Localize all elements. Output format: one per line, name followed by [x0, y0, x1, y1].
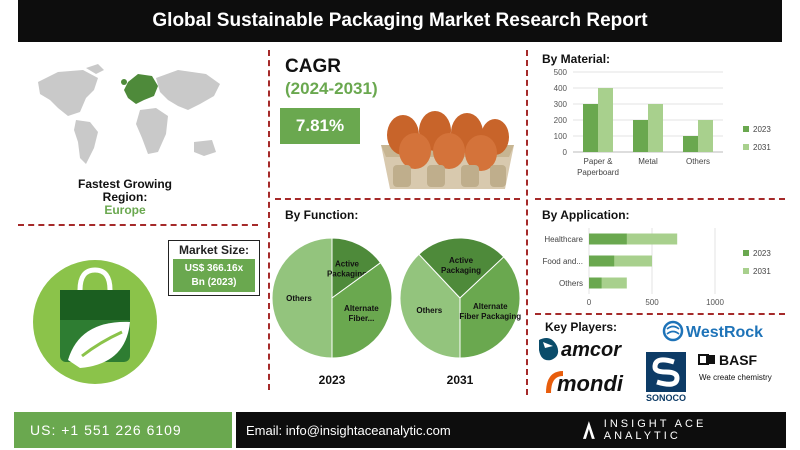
- divider-left: [268, 50, 270, 390]
- pie-slice-others: [399, 253, 461, 359]
- world-map-icon: [38, 64, 220, 164]
- y-tick-label: 300: [554, 100, 568, 109]
- pie-label-others: Others: [416, 306, 442, 315]
- pie-slice-alternate-fiber: [331, 262, 393, 359]
- sonoco-logo: SONOCO: [646, 352, 686, 403]
- players-section-title: Key Players:: [545, 320, 618, 334]
- europe-highlight: [124, 74, 158, 104]
- x-tick-label: 500: [645, 298, 659, 307]
- westrock-logo: WestRock: [662, 320, 763, 342]
- bar-metal-2023: [633, 120, 648, 152]
- bar-healthcare-2023: [589, 233, 627, 245]
- svg-text:We create chemistry: We create chemistry: [699, 373, 772, 382]
- amcor-logo: amcor: [539, 338, 622, 361]
- bar-others-2031: [698, 120, 713, 152]
- svg-text:mondi: mondi: [557, 371, 624, 396]
- function-pie-2031: Others Active Packaging Alternate Fiber Pack…: [399, 237, 521, 387]
- market-size-label: Market Size:: [178, 243, 250, 257]
- brand-logo-icon: [582, 421, 595, 439]
- svg-text:BASF: BASF: [719, 352, 758, 368]
- mondi-logo: mondi: [546, 371, 624, 396]
- bar-healthcare-2031: [589, 233, 678, 245]
- svg-text:SONOCO: SONOCO: [646, 393, 686, 403]
- divider-left-horizontal: [18, 224, 258, 226]
- fastest-region-label: Fastest Growing Region: Europe: [60, 178, 190, 217]
- legend-swatch-2031: [743, 144, 749, 150]
- pie-slice-active-packaging: [331, 237, 382, 299]
- legend-swatch-2023: [743, 250, 749, 256]
- pie-year-label: 2031: [447, 373, 474, 387]
- footer-phone[interactable]: US: +1 551 226 6109: [14, 412, 232, 448]
- function-pie-2023: Others Active Packaging Alternate Fiber... 20…: [271, 237, 393, 387]
- pie-year-label: 2023: [319, 373, 346, 387]
- egg-carton-icon: [381, 111, 514, 189]
- y-tick-label: 200: [554, 116, 568, 125]
- application-bar-chart: 0 500 1000 Healthcare Food and... Others 2023 2…: [543, 228, 771, 307]
- legend-swatch-2023: [743, 126, 749, 132]
- legend-label-2023: 2023: [753, 125, 771, 134]
- bar-paper-paperboard-2023: [583, 104, 598, 152]
- material-section-title: By Material:: [542, 52, 611, 66]
- pie-slice-alternate-fiber-packaging: [459, 256, 521, 359]
- pie-slice-others: [271, 237, 333, 359]
- svg-text:WestRock: WestRock: [686, 324, 763, 341]
- bar-others-2023: [683, 136, 698, 152]
- y-tick-label: 100: [554, 132, 568, 141]
- bar-food-and-2023: [589, 255, 615, 267]
- pie-label-active-packaging: Active Packaging: [327, 260, 367, 279]
- cagr-years: (2024-2031): [285, 79, 378, 98]
- market-size-value: US$ 366.16x Bn (2023): [173, 259, 255, 292]
- function-section-title: By Function:: [285, 208, 359, 222]
- cagr-value: 7.81%: [280, 108, 360, 144]
- x-tick-label: 1000: [706, 298, 724, 307]
- legend-label-2031: 2031: [753, 143, 771, 152]
- bar-paper-paperboard-2031: [598, 88, 613, 152]
- bar-food-and-2031: [589, 255, 652, 267]
- cagr-label: CAGR: [285, 56, 341, 77]
- legend-label-2023: 2023: [753, 249, 771, 258]
- material-bar-chart: 0 100 200 300 400 500 Paper & Paperboard Metal Ot…: [554, 68, 772, 177]
- divider-right-horizontal-2: [535, 313, 785, 315]
- y-tick-label: 0: [563, 148, 568, 157]
- footer-email[interactable]: Email: info@insightaceanalytic.com: [236, 412, 580, 448]
- y-tick-label: Others: [559, 279, 583, 288]
- svg-text:amcor: amcor: [561, 339, 622, 361]
- x-tick-label: 0: [587, 298, 592, 307]
- eco-bag-icon: [33, 260, 157, 384]
- y-tick-label: Food and...: [543, 257, 583, 266]
- x-tick-label: Others: [686, 157, 710, 166]
- pie-label-alternate-fiber-packaging: Alternate Fiber Packaging: [459, 302, 521, 321]
- y-tick-label: 500: [554, 68, 568, 77]
- legend-label-2031: 2031: [753, 267, 771, 276]
- pie-label-active-packaging: Active Packaging: [441, 256, 481, 275]
- legend-swatch-2031: [743, 268, 749, 274]
- bar-others-2031: [589, 277, 627, 289]
- basf-logo: BASF We create chemistry: [698, 352, 772, 382]
- x-tick-label: Paper & Paperboard: [577, 157, 619, 177]
- divider-mid-horizontal: [275, 198, 520, 200]
- bar-metal-2031: [648, 104, 663, 152]
- divider-right-horizontal: [535, 198, 785, 200]
- y-tick-label: Healthcare: [544, 235, 583, 244]
- bar-others-2023: [589, 277, 602, 289]
- y-tick-label: 400: [554, 84, 568, 93]
- footer-brand: INSIGHT ACE ANALYTIC: [574, 412, 786, 448]
- fastest-region-value: Europe: [104, 203, 146, 217]
- market-size-box: Market Size: US$ 366.16x Bn (2023): [168, 240, 260, 296]
- application-section-title: By Application:: [542, 208, 630, 222]
- pie-slice-active-packaging: [418, 237, 505, 299]
- pie-label-alternate-fiber: Alternate Fiber...: [344, 304, 379, 323]
- x-tick-label: Metal: [638, 157, 658, 166]
- divider-right: [526, 50, 528, 395]
- pie-label-others: Others: [286, 294, 312, 303]
- report-title: Global Sustainable Packaging Market Rese…: [18, 0, 782, 42]
